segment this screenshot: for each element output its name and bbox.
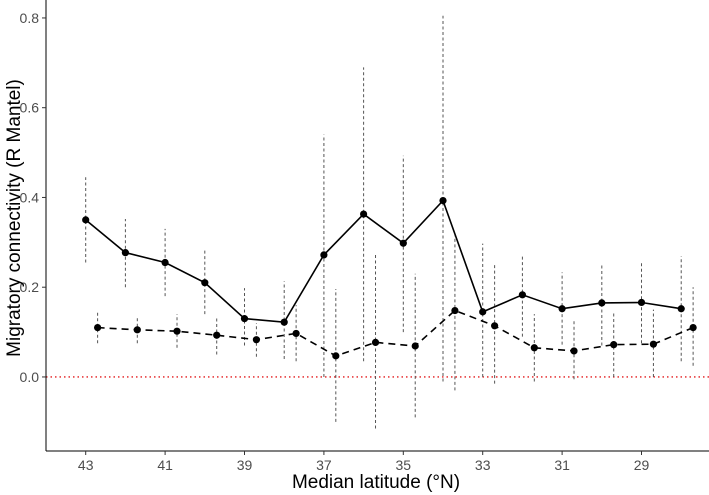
solid-series-point bbox=[320, 251, 328, 259]
x-tick-label: 41 bbox=[157, 457, 173, 473]
y-tick-label: 0.0 bbox=[20, 369, 40, 385]
solid-series-point bbox=[399, 239, 407, 247]
dashed-series-point bbox=[94, 323, 102, 332]
dashed-series-point bbox=[371, 338, 380, 347]
solid-series-point bbox=[439, 196, 447, 205]
dashed-series-point bbox=[530, 344, 538, 352]
dashed-series-point bbox=[411, 342, 419, 350]
solid-series-point bbox=[82, 216, 90, 224]
dashed-series-line bbox=[97, 309, 694, 357]
solid-series-point bbox=[677, 305, 685, 313]
dashed-series-point bbox=[451, 306, 459, 315]
y-axis-title: Migratory connectivity (R Mantel) bbox=[4, 79, 25, 357]
solid-series-line bbox=[85, 199, 682, 324]
x-tick-label: 39 bbox=[237, 457, 253, 473]
error-bar-layer bbox=[85, 15, 694, 429]
x-tick-label: 43 bbox=[78, 457, 94, 473]
x-tick-label: 29 bbox=[634, 457, 650, 473]
solid-series-point bbox=[558, 305, 566, 313]
solid-series-point bbox=[637, 298, 646, 307]
data-point-layer bbox=[82, 196, 697, 360]
y-tick-label: 0.8 bbox=[20, 10, 40, 26]
y-tick-label: 0.4 bbox=[20, 189, 40, 205]
solid-series-point bbox=[121, 249, 130, 257]
x-tick-label: 33 bbox=[475, 457, 491, 473]
solid-series-point bbox=[360, 210, 368, 218]
y-axis-ticks: 0.0 0.2 0.4 0.6 0.8 bbox=[20, 10, 46, 385]
x-tick-label: 35 bbox=[396, 457, 412, 473]
dashed-series-point bbox=[332, 352, 340, 360]
dashed-series-point bbox=[610, 341, 618, 349]
x-tick-label: 37 bbox=[316, 457, 332, 473]
x-axis-title: Median latitude (°N) bbox=[292, 472, 460, 493]
dashed-series-point bbox=[570, 347, 578, 355]
x-tick-label: 31 bbox=[554, 457, 570, 473]
x-axis-ticks: 43 41 39 37 35 33 31 29 bbox=[78, 451, 650, 473]
y-tick-label: 0.6 bbox=[20, 100, 40, 116]
dashed-series-point bbox=[491, 322, 499, 330]
solid-series-point bbox=[240, 315, 249, 323]
solid-series-point bbox=[161, 258, 169, 267]
solid-series-point bbox=[280, 318, 288, 326]
dashed-series-point bbox=[133, 326, 141, 334]
dashed-series-point bbox=[292, 329, 300, 338]
dashed-series-point bbox=[173, 327, 181, 335]
dashed-series-point bbox=[252, 336, 261, 344]
solid-series-point bbox=[518, 291, 527, 299]
dashed-series-point bbox=[689, 323, 697, 332]
dashed-series-point bbox=[649, 340, 658, 348]
series-line-layer bbox=[85, 199, 694, 357]
solid-series-point bbox=[479, 308, 487, 316]
solid-series-point bbox=[598, 299, 606, 307]
y-tick-label: 0.2 bbox=[20, 279, 40, 295]
solid-series-point bbox=[201, 279, 209, 287]
dashed-series-point bbox=[213, 331, 221, 339]
